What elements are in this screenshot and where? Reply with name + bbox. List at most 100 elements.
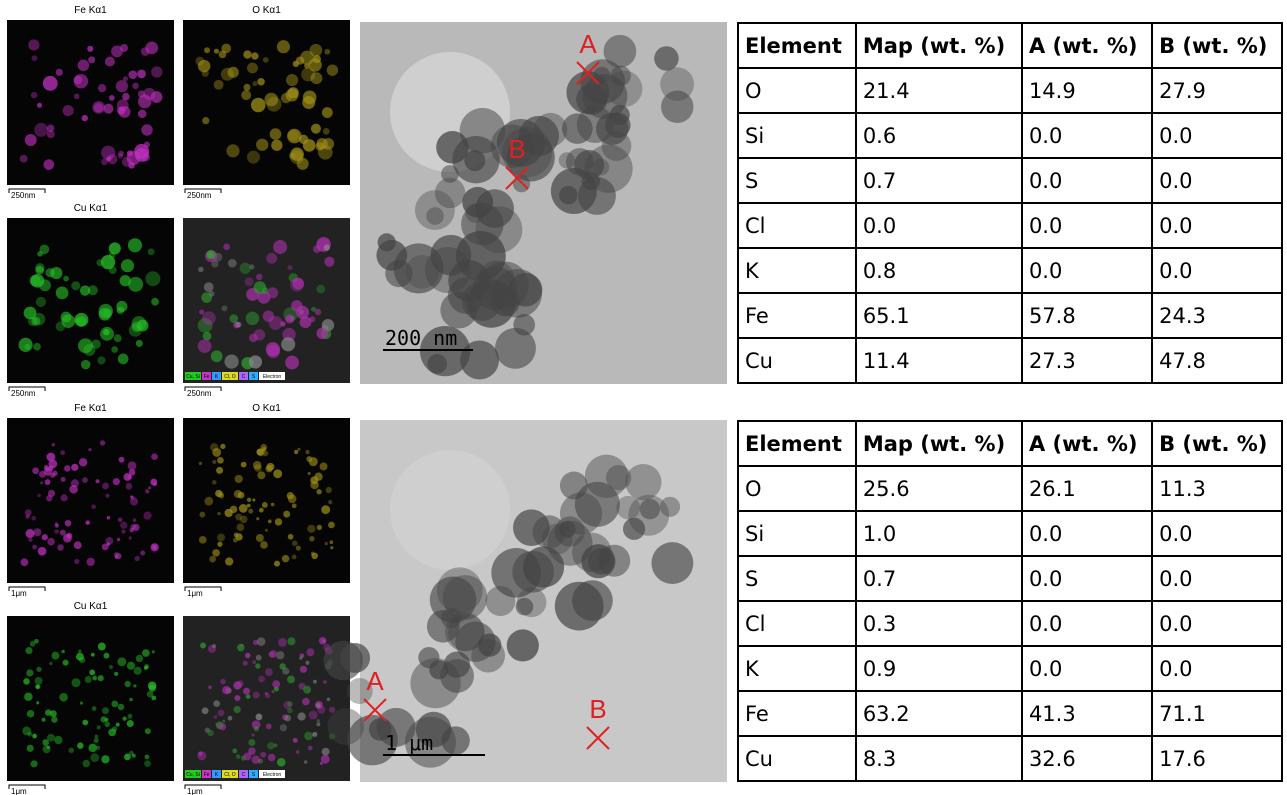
cell: Si xyxy=(738,113,856,158)
signal-speckle xyxy=(35,266,44,275)
signal-speckle xyxy=(328,500,332,504)
cell: 0.0 xyxy=(1152,248,1282,293)
particle xyxy=(476,206,523,253)
cell: 11.4 xyxy=(856,338,1022,383)
signal-speckle xyxy=(92,676,97,681)
cell: S xyxy=(738,556,856,601)
signal-speckle xyxy=(313,245,321,253)
header-cell: A (wt. %) xyxy=(1022,421,1152,466)
signal-speckle xyxy=(277,758,286,767)
signal-speckle xyxy=(326,487,332,493)
signal-speckle xyxy=(106,537,114,545)
signal-speckle xyxy=(252,81,257,86)
header-cell: B (wt. %) xyxy=(1152,421,1282,466)
cell: 0.0 xyxy=(1152,646,1282,691)
cell: S xyxy=(738,158,856,203)
signal-speckle xyxy=(271,503,275,507)
signal-speckle xyxy=(117,657,126,666)
signal-speckle xyxy=(91,339,100,348)
signal-speckle xyxy=(221,305,227,311)
header-cell: A (wt. %) xyxy=(1022,23,1152,68)
signal-speckle xyxy=(247,151,260,164)
signal-speckle xyxy=(101,158,108,165)
signal-speckle xyxy=(309,536,314,541)
signal-speckle xyxy=(207,730,213,736)
cell: 0.0 xyxy=(1152,556,1282,601)
signal-speckle xyxy=(118,517,123,522)
row: Cl0.00.00.0 xyxy=(738,203,1282,248)
point-label: B xyxy=(589,694,606,724)
signal-speckle xyxy=(281,93,291,103)
particle xyxy=(533,113,567,147)
signal-speckle xyxy=(316,328,328,340)
row: K0.80.00.0 xyxy=(738,248,1282,293)
signal-speckle xyxy=(300,666,307,673)
signal-speckle xyxy=(42,718,46,722)
signal-speckle xyxy=(228,67,239,78)
signal-speckle xyxy=(151,453,158,460)
signal-speckle xyxy=(39,471,46,478)
signal-speckle xyxy=(79,657,85,663)
signal-speckle xyxy=(28,39,39,50)
signal-speckle xyxy=(83,760,90,767)
cell: 0.0 xyxy=(1022,203,1152,248)
signal-speckle xyxy=(198,339,212,353)
signal-speckle xyxy=(145,754,150,759)
cell: 57.8 xyxy=(1022,293,1152,338)
signal-speckle xyxy=(211,260,218,267)
signal-speckle xyxy=(152,545,156,549)
signal-speckle xyxy=(270,128,282,140)
signal-speckle xyxy=(50,710,57,717)
particle xyxy=(555,516,585,546)
signal-speckle xyxy=(68,747,74,753)
particle xyxy=(559,186,577,204)
signal-speckle xyxy=(101,146,115,160)
signal-speckle xyxy=(128,238,142,252)
row: Fe65.157.824.3 xyxy=(738,293,1282,338)
signal-speckle xyxy=(204,497,213,506)
signal-speckle xyxy=(129,469,136,476)
signal-speckle xyxy=(211,350,223,362)
cell: 0.0 xyxy=(1152,601,1282,646)
scale-label: 1μm xyxy=(11,787,27,795)
signal-speckle xyxy=(151,298,159,306)
signal-speckle xyxy=(97,356,105,364)
signal-speckle xyxy=(214,80,224,90)
signal-speckle xyxy=(264,93,278,107)
signal-speckle xyxy=(36,297,46,307)
signal-speckle xyxy=(292,540,298,546)
signal-speckle xyxy=(296,750,300,754)
signal-speckle xyxy=(324,49,330,55)
header-cell: Map (wt. %) xyxy=(856,23,1022,68)
signal-speckle xyxy=(258,676,265,683)
signal-speckle xyxy=(56,322,66,332)
point-label: B xyxy=(508,134,525,164)
signal-speckle xyxy=(43,76,58,91)
signal-speckle xyxy=(217,512,220,515)
signal-speckle xyxy=(33,343,41,351)
particle xyxy=(448,614,485,651)
signal-speckle xyxy=(24,693,32,701)
signal-speckle xyxy=(287,637,295,645)
signal-speckle xyxy=(199,536,207,544)
signal-speckle xyxy=(26,529,35,538)
signal-speckle xyxy=(237,523,245,531)
signal-speckle xyxy=(114,672,118,676)
signal-speckle xyxy=(305,661,309,665)
signal-speckle xyxy=(31,92,38,99)
legend-label: C xyxy=(242,374,246,380)
signal-speckle xyxy=(31,55,37,61)
signal-speckle xyxy=(37,251,43,257)
cell: 0.0 xyxy=(1152,113,1282,158)
signal-speckle xyxy=(251,733,254,736)
particle xyxy=(426,207,444,225)
signal-speckle xyxy=(212,549,220,557)
signal-speckle xyxy=(51,716,57,722)
scale-label: 250nm xyxy=(11,191,36,200)
signal-speckle xyxy=(222,686,230,694)
signal-speckle xyxy=(134,667,142,675)
signal-speckle xyxy=(31,516,36,521)
signal-speckle xyxy=(126,483,133,490)
signal-speckle xyxy=(271,690,274,693)
scale-label: 250nm xyxy=(187,191,212,200)
